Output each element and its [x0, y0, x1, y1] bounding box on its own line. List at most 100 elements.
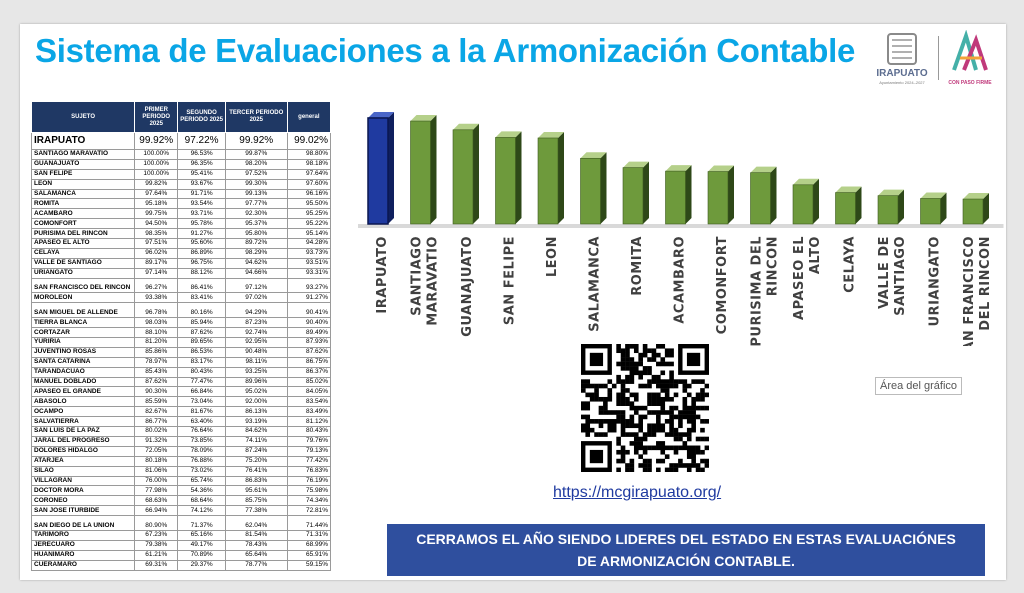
qr-module — [651, 427, 657, 433]
qr-module — [651, 379, 657, 384]
qr-module — [673, 405, 679, 411]
qr-module — [625, 366, 630, 371]
bar — [580, 157, 601, 225]
qr-module — [638, 427, 643, 433]
logo2-caption: CON PASO FIRME — [948, 80, 992, 86]
cell-general: 94.28% — [286, 238, 332, 249]
cell-p2: 73.85% — [177, 435, 226, 447]
website-link[interactable]: https://mcgirapuato.org/ — [553, 484, 722, 501]
cell-name: SAN DIEGO DE LA UNION — [30, 515, 136, 531]
qr-module — [691, 463, 696, 468]
cell-name: ROMITA — [30, 198, 136, 210]
qr-module — [642, 458, 648, 464]
cell-name: SALAMANCA — [30, 188, 136, 200]
cell-p1: 78.97% — [134, 356, 179, 368]
cell-p1: 96.02% — [134, 247, 179, 259]
qr-module — [620, 396, 626, 402]
qr-module — [616, 348, 621, 354]
cell-p2: 77.47% — [177, 376, 226, 388]
qr-module — [691, 454, 696, 459]
qr-module — [691, 419, 696, 424]
cell-p2: 63.40% — [177, 416, 226, 428]
qr-module — [700, 419, 705, 424]
qr-module — [700, 458, 705, 464]
cell-name: TARANDACUAO — [30, 366, 136, 378]
qr-module — [660, 441, 666, 446]
qr-module — [625, 379, 630, 384]
cell-p1: 81.06% — [134, 465, 179, 477]
qr-module — [656, 427, 661, 433]
qr-module — [607, 379, 613, 384]
x-tick-label: SANTIAGO — [410, 236, 425, 316]
cell-p2: 80.43% — [177, 366, 226, 378]
qr-module — [656, 383, 661, 389]
bar-chart[interactable]: IRAPUATO SANTIAGO MARAVATIO GUANAJUATO SAN F… — [330, 96, 1006, 346]
qr-module — [664, 432, 670, 437]
cell-p2: 83.17% — [177, 356, 226, 368]
qr-module — [704, 436, 709, 442]
x-tick-label: ACAMBARO — [673, 236, 688, 324]
qr-module — [686, 414, 692, 420]
qr-module — [664, 379, 670, 384]
cell-name: JARAL DEL PROGRESO — [30, 435, 136, 447]
cell-p2: 86.41% — [177, 277, 226, 294]
table-row: GUANAJUATO 100.00% 96.35% 98.20% 98.18% — [30, 158, 332, 170]
qr-module — [686, 454, 692, 459]
qr-module — [700, 467, 705, 472]
cell-name: IRAPUATO — [30, 132, 136, 150]
cell-p2: 83.41% — [177, 292, 226, 304]
qr-module — [585, 383, 591, 389]
bar-side — [515, 131, 522, 224]
qr-module — [585, 423, 591, 429]
cell-p3: 86.83% — [224, 475, 288, 487]
qr-module — [581, 383, 586, 389]
cell-p2: 65.74% — [177, 475, 226, 487]
qr-module — [686, 383, 692, 389]
cell-p1: 100.00% — [134, 158, 179, 170]
cell-p1: 98.35% — [134, 228, 179, 240]
qr-module — [651, 432, 657, 437]
table-row: HUANIMARO 61.21% 70.89% 65.64% 65.91% — [30, 549, 332, 561]
cell-p1: 79.38% — [134, 539, 179, 551]
qr-module — [638, 405, 643, 411]
qr-module — [594, 383, 599, 389]
cell-name: COMONFORT — [30, 218, 136, 230]
qr-module — [611, 423, 617, 429]
qr-module — [607, 427, 613, 433]
qr-module — [660, 405, 666, 411]
qr-module — [656, 414, 661, 420]
cell-p3: 92.30% — [224, 208, 288, 220]
qr-module — [678, 379, 683, 384]
cell-p3: 97.12% — [224, 277, 288, 294]
cell-name: APASEO EL ALTO — [30, 238, 136, 249]
qr-module — [669, 383, 674, 389]
cell-general: 96.16% — [286, 188, 332, 200]
qr-code-icon[interactable] — [581, 344, 709, 472]
qr-module — [686, 405, 692, 411]
cell-general: 87.93% — [286, 337, 332, 348]
qr-module — [691, 445, 696, 451]
qr-module — [669, 463, 674, 468]
qr-module — [598, 396, 604, 402]
cell-p3: 99.92% — [224, 132, 288, 150]
qr-module — [585, 432, 591, 437]
cell-p2: 68.64% — [177, 495, 226, 507]
qr-module — [669, 419, 674, 424]
cell-name: PURISIMA DEL RINCON — [30, 228, 136, 240]
qr-module — [642, 352, 648, 358]
qr-module — [616, 414, 621, 420]
qr-module — [625, 432, 630, 437]
qr-module — [682, 401, 688, 406]
table-row: SAN MIGUEL DE ALLENDE 96.78% 80.16% 94.29% 9… — [30, 302, 332, 319]
cell-name: SAN MIGUEL DE ALLENDE — [30, 302, 136, 319]
cell-p2: 54.36% — [177, 485, 226, 497]
qr-module — [589, 383, 595, 389]
qr-module — [660, 357, 666, 362]
qr-module — [611, 419, 617, 424]
table-row: SAN FELIPE 100.00% 95.41% 97.52% 97.64% — [30, 168, 332, 180]
qr-module — [691, 405, 696, 411]
qr-module — [638, 383, 643, 389]
qr-module — [638, 374, 643, 380]
qr-module — [616, 344, 621, 349]
table-row: CORTAZAR 88.10% 87.62% 92.74% 89.49% — [30, 327, 332, 339]
